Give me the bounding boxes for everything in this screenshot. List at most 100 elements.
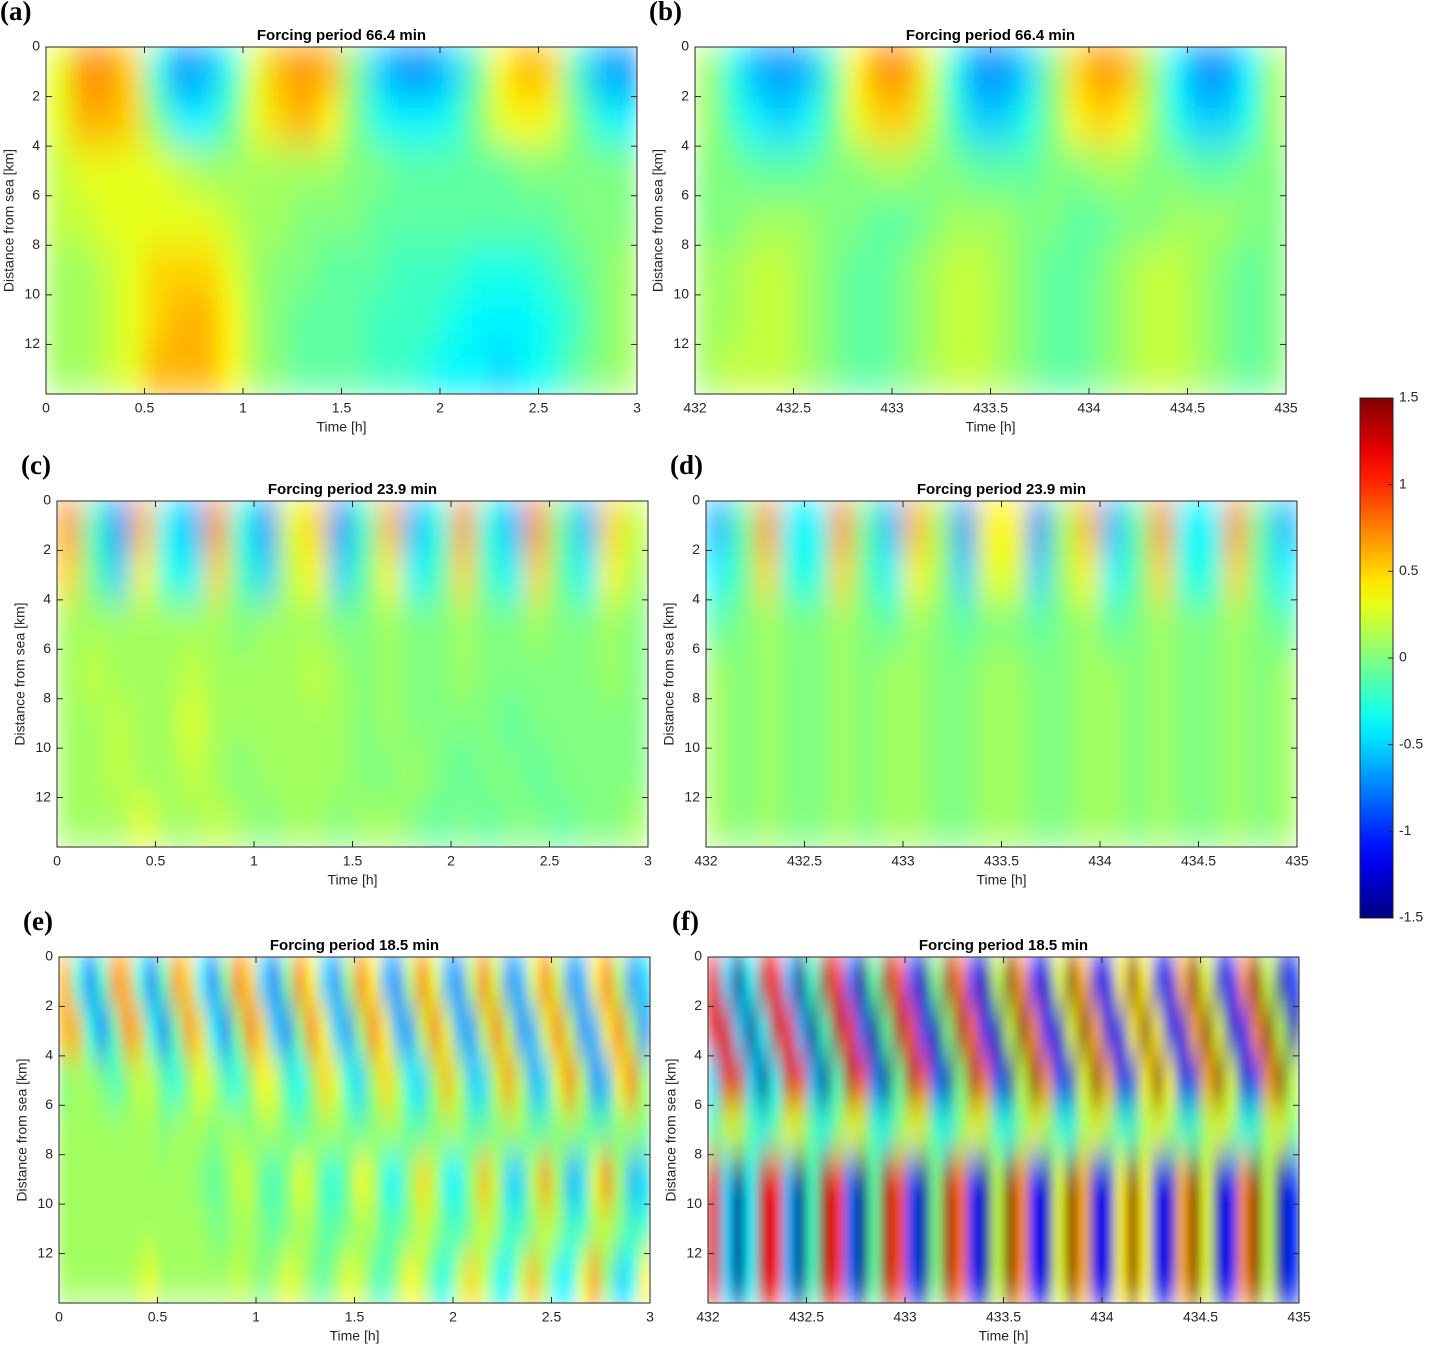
heatmap-cell — [206, 1105, 220, 1156]
heatmap-cell — [1089, 195, 1115, 246]
heatmap-cell — [342, 1055, 356, 1106]
heatmap-cell — [1162, 146, 1189, 197]
heatmap-cell — [106, 748, 132, 799]
heatmap-cell — [623, 748, 648, 799]
heatmap-cell — [256, 1204, 269, 1255]
heatmap-cell — [1223, 599, 1249, 650]
heatmap-cell — [781, 1253, 795, 1303]
heatmap-cell — [390, 344, 416, 394]
heatmap-cell — [623, 649, 648, 700]
heatmap-cell — [990, 344, 1016, 394]
heatmap-cell — [720, 1154, 734, 1205]
heatmap-cell — [1039, 96, 1065, 147]
heatmap-cell — [1064, 195, 1090, 246]
heatmap-cell — [1113, 294, 1139, 346]
heatmap-cell — [744, 1006, 758, 1057]
heatmap-cell — [120, 1253, 134, 1303]
heatmap-cell — [1225, 957, 1239, 1008]
heatmap-cell — [218, 96, 244, 147]
y-tick-label: 8 — [694, 1145, 702, 1161]
heatmap-cell — [57, 797, 83, 847]
heatmap-cell — [990, 47, 1016, 98]
heatmap-cell — [965, 47, 992, 98]
heatmap-cell — [954, 1154, 968, 1205]
heatmap-cell — [793, 146, 819, 197]
heatmap-cell — [401, 748, 427, 799]
heatmap-cell — [623, 797, 648, 847]
heatmap-cell — [744, 344, 770, 394]
heatmap-cell — [1223, 550, 1249, 601]
heatmap-cell — [903, 501, 929, 552]
heatmap-cell — [428, 1204, 442, 1255]
heatmap-cell — [130, 501, 157, 552]
heatmap-cell — [769, 1105, 783, 1156]
x-tick-label: 2 — [447, 853, 455, 869]
heatmap-cell — [303, 649, 329, 700]
heatmap-cell — [755, 797, 781, 847]
heatmap-cell — [708, 1154, 721, 1205]
heatmap-cell — [1113, 146, 1139, 197]
heatmap-cell — [204, 698, 230, 749]
heatmap-cell — [524, 501, 551, 552]
heatmap-cell — [551, 1253, 565, 1303]
heatmap-cell — [781, 957, 795, 1008]
heatmap-cell — [867, 96, 893, 147]
heatmap-cell — [453, 1253, 466, 1303]
heatmap-cell — [1114, 1204, 1128, 1255]
heatmap-cell — [256, 1055, 269, 1106]
heatmap-cell — [489, 195, 515, 246]
heatmap-cell — [1149, 797, 1175, 847]
heatmap-cell — [1237, 1055, 1251, 1106]
heatmap-cell — [303, 698, 329, 749]
heatmap-cells — [695, 47, 1286, 394]
heatmap-cell — [598, 599, 624, 650]
heatmap-cell — [391, 957, 405, 1008]
heatmap-cell — [878, 797, 904, 847]
heatmap-cell — [120, 1055, 134, 1106]
heatmap-cell — [941, 957, 955, 1008]
heatmap-cell — [563, 146, 589, 197]
heatmap-cell — [794, 1105, 808, 1156]
heatmap-cell — [878, 599, 904, 650]
heatmap-cell — [927, 649, 953, 700]
heatmap-cell — [1077, 957, 1091, 1008]
heatmap-cell — [954, 1105, 968, 1156]
heatmap-cell — [1052, 1154, 1066, 1205]
heatmap-cell — [401, 599, 427, 650]
heatmap-cell — [1249, 1154, 1263, 1205]
heatmap-cell — [1237, 1154, 1251, 1205]
heatmap-cell — [157, 1105, 171, 1156]
heatmap-cell — [1138, 146, 1164, 197]
heatmap-area — [46, 47, 637, 394]
heatmap-cell — [219, 1253, 232, 1303]
heatmap-cell — [976, 550, 1003, 601]
heatmap-cell — [744, 1253, 758, 1303]
heatmap-cell — [426, 501, 452, 552]
heatmap-cell — [145, 957, 159, 1008]
heatmap-cell — [1200, 1105, 1214, 1156]
heatmap-cell — [1114, 1154, 1128, 1205]
heatmap-cell — [278, 748, 304, 799]
heatmap-cell — [1212, 195, 1238, 246]
heatmap-cell — [905, 1204, 918, 1255]
heatmap-cell — [305, 1253, 319, 1303]
heatmap-cell — [71, 1204, 85, 1255]
heatmap-cell — [794, 957, 808, 1008]
heatmap-cell — [1274, 1105, 1288, 1156]
heatmap-cell — [1247, 649, 1273, 700]
heatmap-cell — [59, 1204, 72, 1255]
heatmap-cell — [549, 748, 575, 799]
heatmap-cell — [477, 1006, 491, 1057]
heatmap-cell — [1163, 957, 1177, 1008]
heatmap-cell — [612, 96, 637, 147]
heatmap-cell — [549, 797, 575, 847]
heatmap-cell — [612, 294, 637, 346]
heatmap-cell — [1077, 1055, 1091, 1106]
heatmap-cell — [1261, 344, 1286, 394]
heatmap-cell — [829, 599, 855, 650]
heatmap-cell — [145, 1154, 159, 1205]
panel-label: (e) — [23, 906, 53, 936]
heatmap-cell — [1247, 748, 1273, 799]
heatmap-cell — [352, 550, 378, 601]
heatmap-cell — [194, 1154, 208, 1205]
